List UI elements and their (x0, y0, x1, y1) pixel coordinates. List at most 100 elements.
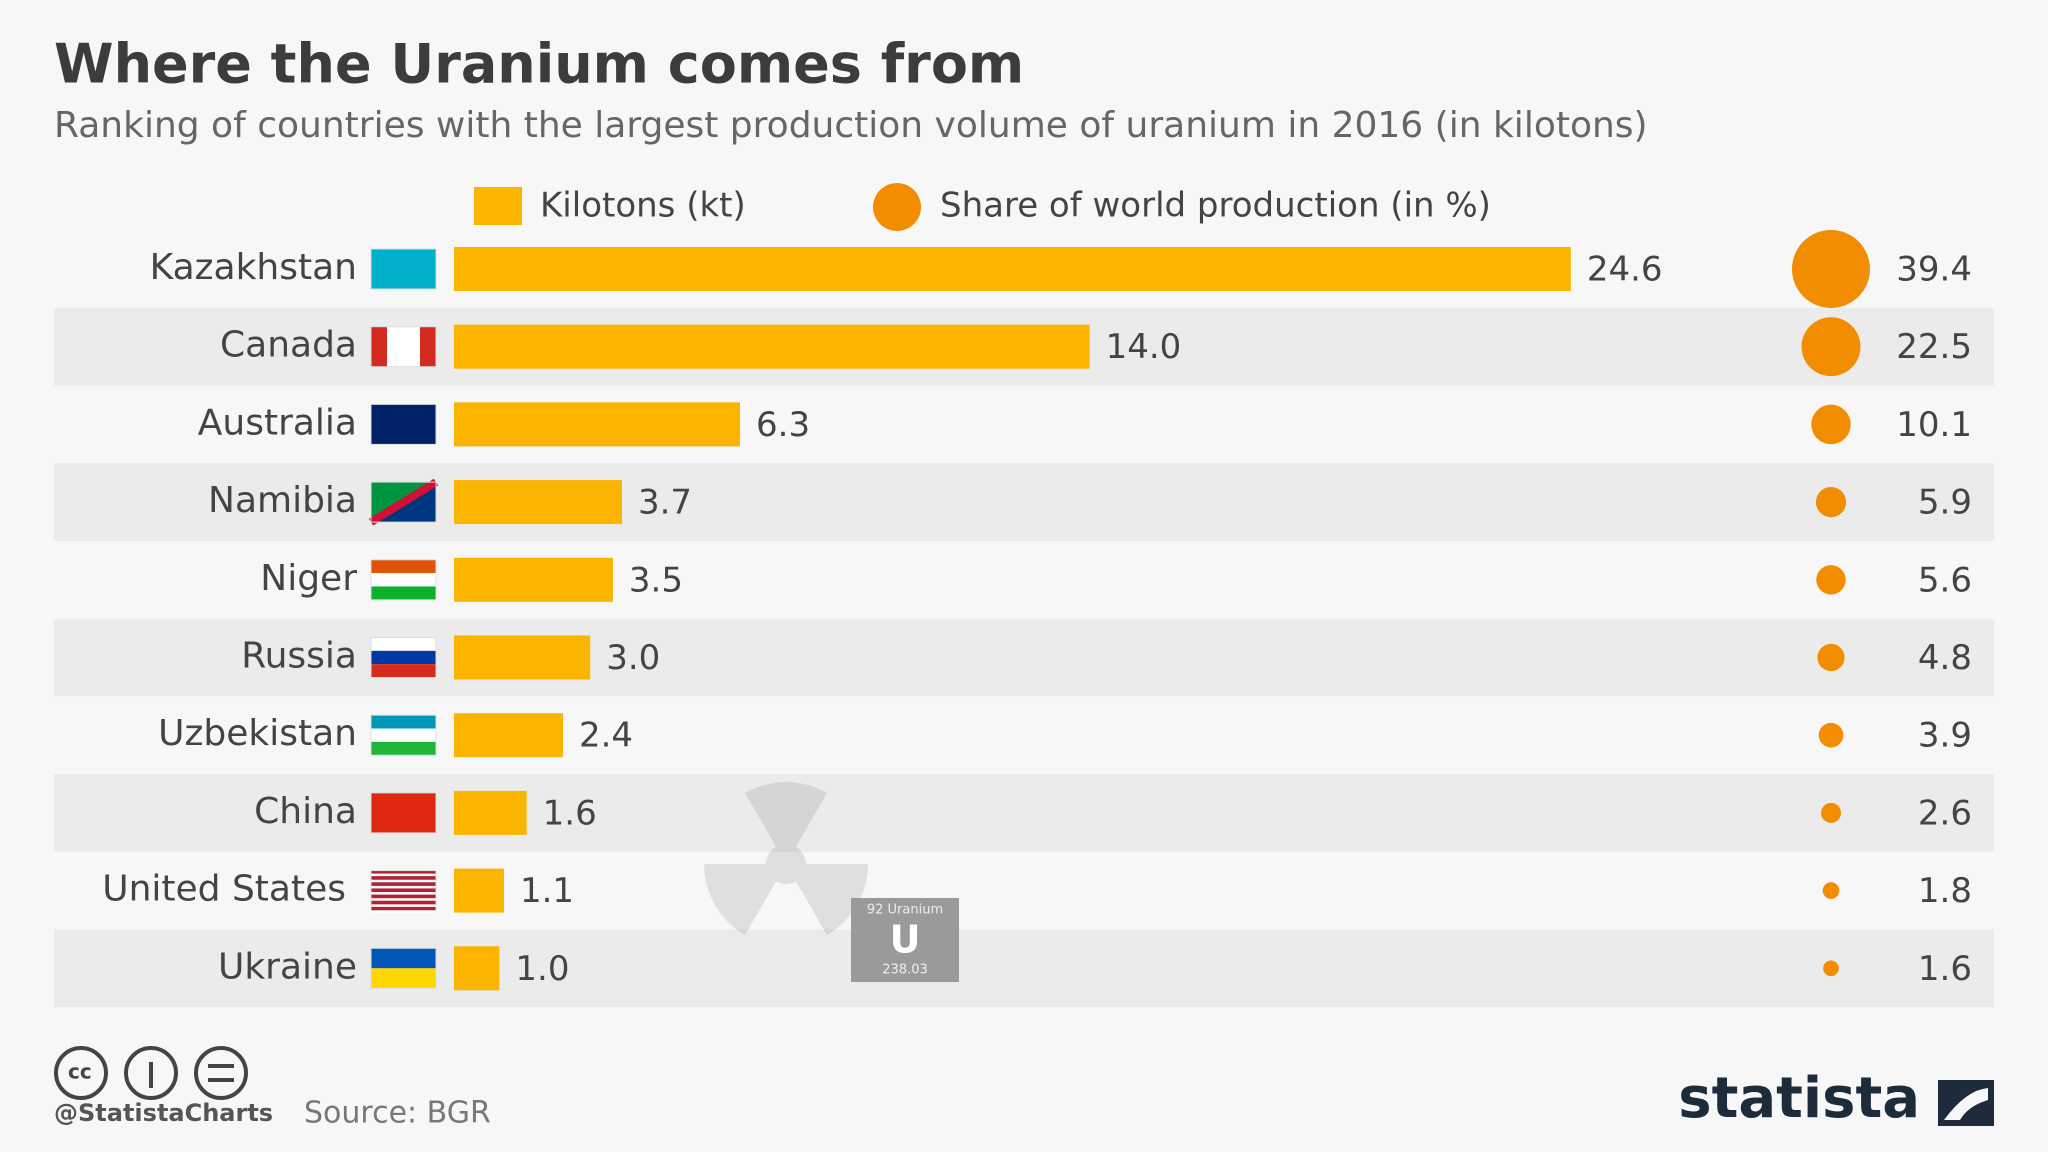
share-value-label: 5.9 (1918, 483, 1972, 523)
element-symbol: U (890, 918, 921, 962)
share-value-label: 1.8 (1918, 871, 1972, 911)
bar (454, 790, 527, 835)
bar-value-label: 1.0 (515, 949, 569, 989)
bar-value-label: 1.1 (520, 871, 574, 911)
share-bubble (1822, 882, 1840, 899)
flag-part (371, 249, 436, 289)
brand-logo: statista (1678, 1066, 1920, 1131)
flag (370, 947, 437, 989)
bar-value-label: 3.5 (629, 560, 683, 600)
flag-part (371, 910, 436, 914)
bar-value-label: 3.7 (638, 483, 692, 523)
bar (454, 557, 613, 602)
flag-part (371, 637, 436, 651)
bar-value-label: 3.0 (606, 638, 660, 678)
flag-part (371, 326, 387, 367)
bar-value-label: 2.4 (579, 716, 633, 756)
flag (370, 714, 437, 756)
bar-value-label: 14.0 (1106, 327, 1182, 367)
legend-swatch (873, 183, 921, 231)
flag-part (420, 326, 436, 367)
flag-part (371, 573, 436, 587)
credit: @StatistaCharts (54, 1099, 273, 1127)
share-value-label: 2.6 (1918, 793, 1972, 833)
share-bubble (1816, 565, 1846, 595)
bar-value-label: 24.6 (1587, 250, 1663, 290)
flag-border (370, 792, 437, 834)
share-bubble (1811, 404, 1851, 445)
bar-value-label: 1.6 (543, 793, 597, 833)
flag-border (370, 481, 437, 523)
share-bubble (1817, 643, 1845, 672)
brand-mark (1938, 1080, 1994, 1126)
share-value-label: 10.1 (1896, 405, 1972, 445)
legend-swatch (474, 187, 522, 225)
bar (454, 402, 741, 447)
element-tile (851, 898, 959, 982)
flag-part (371, 904, 436, 907)
share-value-label: 4.8 (1918, 638, 1972, 678)
flag-part (371, 715, 436, 729)
bar (454, 713, 563, 758)
share-bubble (1820, 802, 1842, 823)
flag-part (371, 559, 436, 574)
element-mass: 238.03 (882, 963, 928, 978)
flag-border (370, 403, 437, 445)
flag-part (371, 873, 436, 877)
category-label: Russia (241, 636, 357, 677)
flag-part (371, 870, 436, 911)
source: Source: BGR (304, 1096, 491, 1131)
category-label: Australia (198, 402, 357, 443)
bar-value-label: 6.3 (756, 405, 810, 445)
flag-border (370, 947, 437, 989)
category-label: Niger (260, 558, 357, 599)
flag-part (371, 728, 436, 742)
flag-border (370, 870, 437, 912)
flag (370, 559, 437, 601)
legend-label: Kilotons (kt) (540, 186, 746, 226)
share-bubble (1823, 960, 1839, 977)
flag-part (371, 898, 436, 901)
radiation-symbol (704, 782, 868, 935)
category-label: Canada (220, 325, 357, 366)
category-label: Ukraine (218, 946, 357, 987)
bar (454, 247, 1571, 291)
share-bubble (1792, 230, 1870, 308)
flag-part (371, 792, 436, 833)
share-value-label: 22.5 (1896, 327, 1972, 367)
share-value-label: 3.9 (1918, 716, 1972, 756)
category-label: China (254, 791, 357, 832)
flag-part (368, 478, 439, 526)
share-value-label: 1.6 (1918, 949, 1972, 989)
category-label: Kazakhstan (150, 247, 357, 288)
cc-icons (54, 1046, 248, 1100)
bar (454, 324, 1090, 369)
flag-part (371, 892, 436, 895)
share-value-label: 39.4 (1896, 250, 1972, 290)
bar (454, 946, 500, 991)
flag-part (371, 664, 436, 678)
flag-border (370, 637, 437, 678)
flag (370, 248, 437, 290)
flag (370, 870, 437, 914)
flag-border (370, 326, 437, 368)
flag (370, 792, 437, 834)
flag-part (387, 326, 420, 367)
cc-text: cc (68, 1060, 92, 1084)
flag-part (371, 741, 436, 756)
bar (454, 480, 622, 525)
flag-part (371, 404, 436, 445)
chart-subtitle: Ranking of countries with the largest pr… (54, 105, 1648, 146)
flag-border (370, 248, 437, 290)
bar (454, 635, 591, 680)
chart-title: Where the Uranium comes from (54, 33, 1024, 96)
share-bubble (1818, 722, 1844, 748)
flag (370, 637, 437, 678)
share-bubble (1801, 317, 1861, 377)
element-label: 92 Uranium (867, 903, 943, 918)
share-bubble (1815, 487, 1847, 518)
legend-label: Share of world production (in %) (940, 186, 1491, 226)
flag (368, 478, 439, 526)
